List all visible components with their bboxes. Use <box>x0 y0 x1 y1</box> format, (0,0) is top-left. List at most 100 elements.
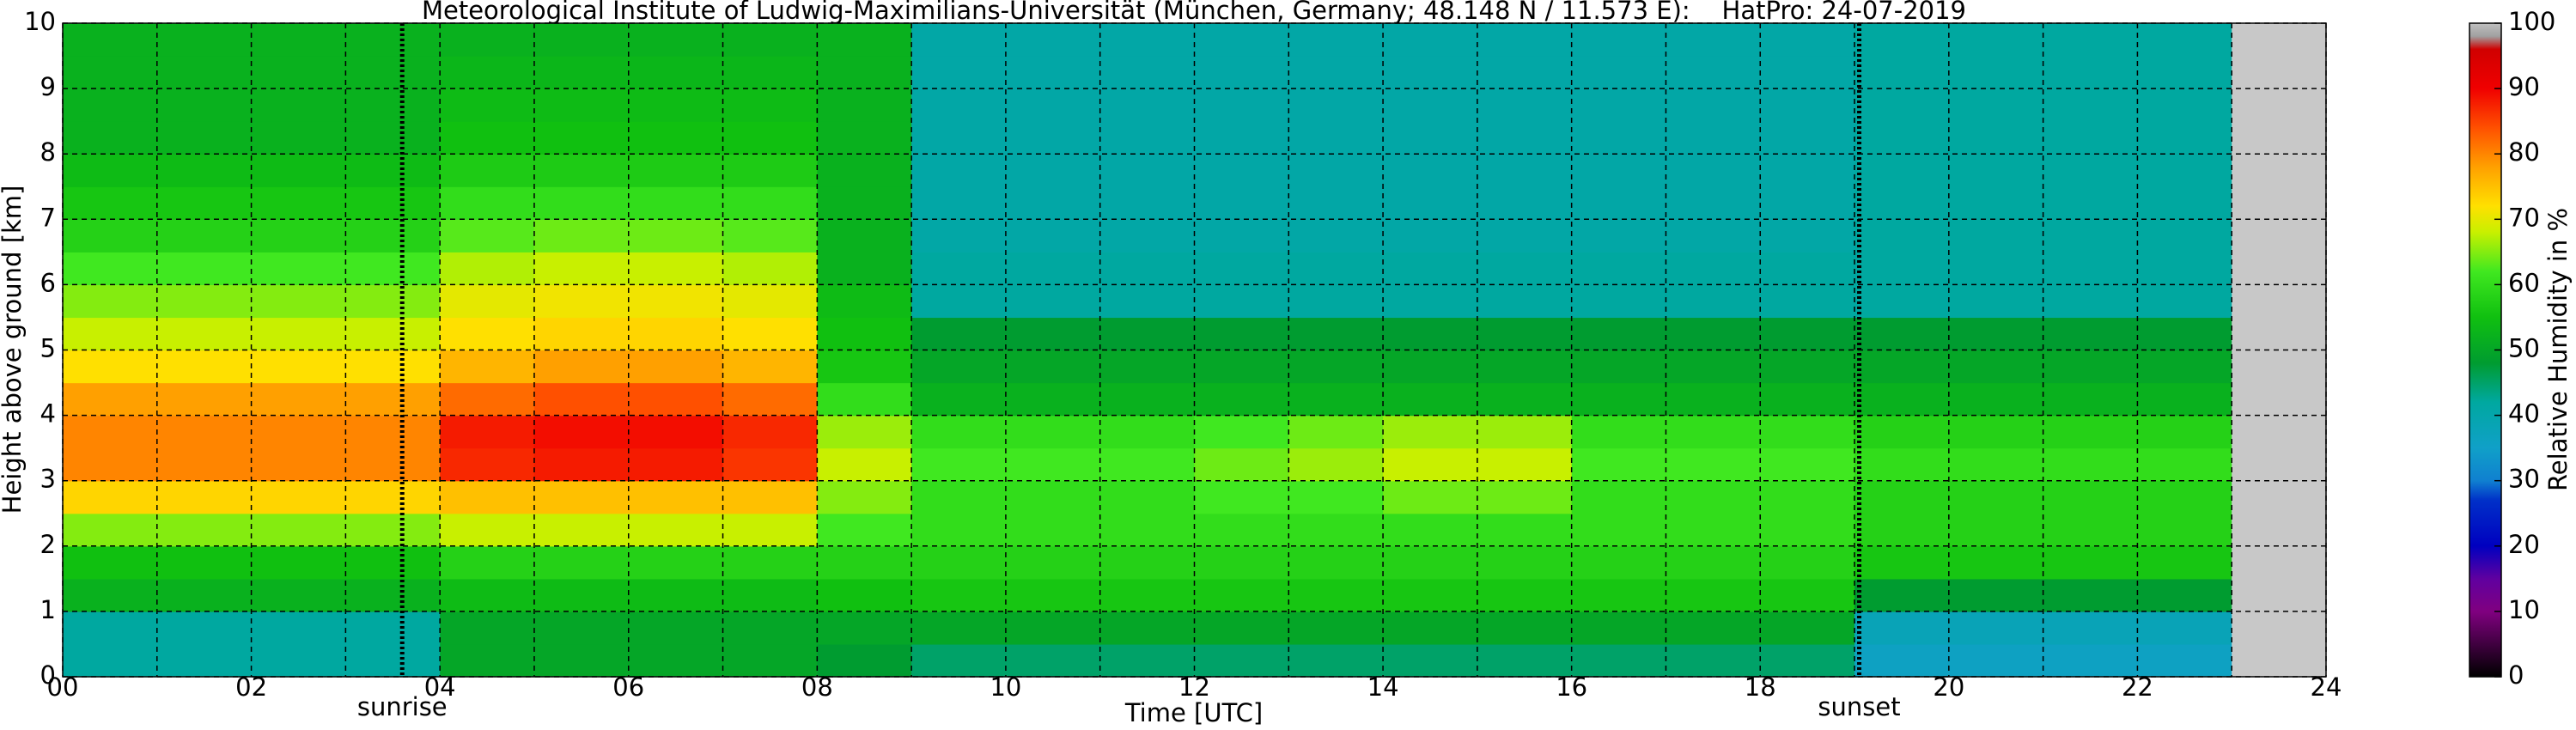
y-tick-label: 8 <box>40 137 56 167</box>
heatmap-cell <box>1666 154 1761 187</box>
heatmap-cell <box>1760 88 1855 122</box>
heatmap-cell <box>1571 350 1667 384</box>
heatmap-cell <box>533 252 630 285</box>
heatmap-cell <box>2137 480 2232 514</box>
heatmap-cell <box>817 219 912 252</box>
heatmap-cell <box>1666 382 1761 417</box>
heatmap-cell <box>1099 643 1196 678</box>
heatmap-cell <box>63 447 158 482</box>
heatmap-cell <box>440 415 535 449</box>
heatmap-cell <box>251 545 346 580</box>
heatmap-cell <box>1948 447 2044 482</box>
heatmap-cell <box>1194 350 1289 384</box>
heatmap-cell <box>1099 611 1196 645</box>
heatmap-cell <box>1760 611 1855 645</box>
x-tick-label: 12 <box>1178 672 1210 702</box>
heatmap-cell <box>1948 154 2044 187</box>
heatmap-cell <box>156 219 253 252</box>
heatmap-cell <box>63 219 158 252</box>
heatmap-cell <box>817 56 912 89</box>
heatmap-cell <box>345 415 441 449</box>
colorbar-tick-label: 80 <box>2508 137 2540 167</box>
heatmap-cell <box>1760 121 1855 155</box>
heatmap-cell <box>1571 23 1667 57</box>
heatmap-cell <box>1477 317 1573 351</box>
heatmap-cell <box>1383 88 1478 122</box>
heatmap-cell <box>817 513 912 547</box>
heatmap-cell <box>1005 578 1101 612</box>
heatmap-cell <box>1854 513 1950 547</box>
heatmap-cell <box>533 643 630 678</box>
heatmap-cell <box>1099 56 1196 89</box>
heatmap-cell <box>911 480 1007 514</box>
heatmap-cell <box>817 447 912 482</box>
heatmap-cell <box>1099 121 1196 155</box>
heatmap-cell <box>722 252 818 285</box>
heatmap-cell <box>1948 578 2044 612</box>
heatmap-cell <box>1194 480 1289 514</box>
heatmap-cell <box>440 545 535 580</box>
heatmap-cell <box>2137 56 2232 89</box>
heatmap-cell <box>156 23 253 57</box>
heatmap-cell <box>533 350 630 384</box>
heatmap-cell <box>817 578 912 612</box>
heatmap-cell <box>1288 415 1384 449</box>
heatmap-cell <box>722 415 818 449</box>
heatmap-cell <box>722 284 818 319</box>
heatmap-cell <box>1383 23 1478 57</box>
heatmap-cell <box>251 56 346 89</box>
heatmap-cell <box>63 317 158 351</box>
heatmap-cell <box>1005 23 1101 57</box>
heatmap-cell <box>1571 545 1667 580</box>
x-tick-label: 22 <box>2122 672 2153 702</box>
heatmap-cell <box>628 219 724 252</box>
heatmap-cell <box>1005 643 1101 678</box>
heatmap-cell <box>1194 382 1289 417</box>
y-tick-label: 1 <box>40 595 56 624</box>
heatmap-cell <box>156 415 253 449</box>
heatmap-cell <box>345 350 441 384</box>
heatmap-cell <box>1666 350 1761 384</box>
heatmap-cell <box>345 186 441 220</box>
heatmap-cell <box>440 578 535 612</box>
heatmap-cell <box>345 382 441 417</box>
heatmap-cell <box>1288 252 1384 285</box>
heatmap-cell <box>1477 350 1573 384</box>
heatmap-cell <box>2043 121 2139 155</box>
heatmap-cell <box>911 447 1007 482</box>
annotation-label: sunrise <box>357 692 448 721</box>
heatmap-cell <box>440 252 535 285</box>
heatmap-cell <box>1571 578 1667 612</box>
heatmap-cell <box>156 88 253 122</box>
heatmap-cell <box>1666 23 1761 57</box>
heatmap-cell <box>1854 284 1950 319</box>
heatmap-cell <box>1005 545 1101 580</box>
heatmap-cell <box>1383 382 1478 417</box>
heatmap-cell <box>63 415 158 449</box>
heatmap-cell <box>345 56 441 89</box>
heatmap-cell <box>817 186 912 220</box>
heatmap-cell <box>345 480 441 514</box>
heatmap-cell <box>1288 88 1384 122</box>
heatmap-cell <box>1760 23 1855 57</box>
heatmap-cell <box>628 513 724 547</box>
heatmap-cell <box>63 382 158 417</box>
heatmap-cell <box>533 611 630 645</box>
heatmap-cell <box>533 219 630 252</box>
heatmap-cell <box>722 382 818 417</box>
heatmap-cell <box>1099 252 1196 285</box>
heatmap-cell <box>63 186 158 220</box>
heatmap-cell <box>628 23 724 57</box>
heatmap-cell <box>1477 447 1573 482</box>
heatmap-cell <box>251 284 346 319</box>
heatmap-cell <box>63 545 158 580</box>
heatmap-cell <box>1099 88 1196 122</box>
heatmap-cell <box>440 480 535 514</box>
heatmap-cell <box>1666 447 1761 482</box>
heatmap-cell <box>2137 578 2232 612</box>
heatmap-cell <box>1099 382 1196 417</box>
heatmap-cell <box>1194 284 1289 319</box>
heatmap-cell <box>911 350 1007 384</box>
heatmap-cell <box>722 88 818 122</box>
heatmap-cell <box>1666 513 1761 547</box>
